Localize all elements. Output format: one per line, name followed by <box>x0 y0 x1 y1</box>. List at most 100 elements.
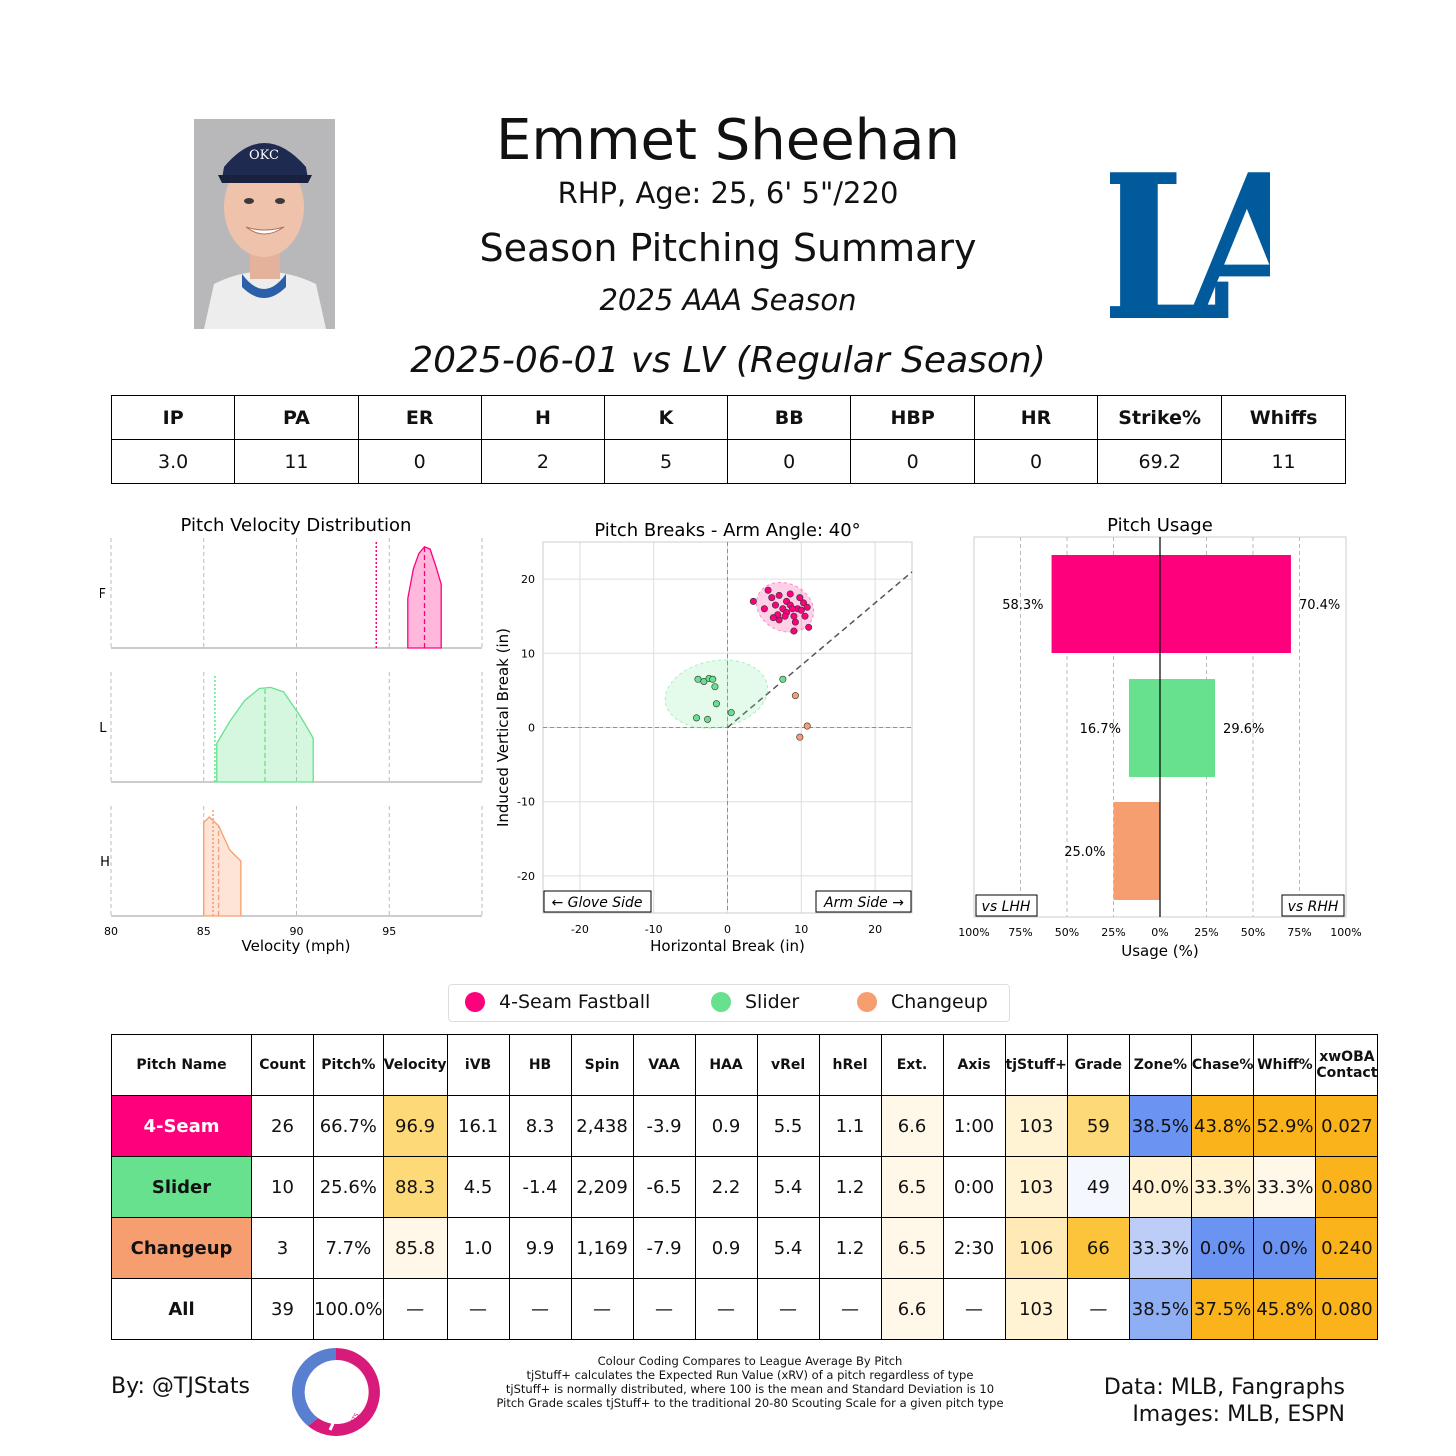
table-header: Grade <box>1066 1034 1130 1096</box>
usage-tick-label: 0% <box>1151 926 1168 939</box>
break-point-ch <box>803 722 811 730</box>
break-point-ff <box>796 594 804 602</box>
table-cell: 0.0% <box>1190 1217 1255 1279</box>
break-point-ff <box>786 590 794 598</box>
break-point-ff <box>805 623 813 631</box>
table-cell: 103 <box>1004 1156 1068 1218</box>
legend-dot-ch <box>857 992 877 1012</box>
break-point-ff <box>800 599 808 607</box>
break-x-tick: 10 <box>794 923 808 936</box>
table-cell: 1.2 <box>818 1217 882 1279</box>
break-point-sl <box>704 715 712 723</box>
break-point-ff <box>803 603 811 611</box>
break-point-ff <box>790 612 798 620</box>
stat-value-ip: 3.0 <box>110 439 236 484</box>
glove-side-label: ← Glove Side <box>551 895 642 911</box>
pitch-name-cell: Slider <box>111 1156 252 1218</box>
table-cell: 37.5% <box>1190 1278 1255 1340</box>
usage-tick-label: 25% <box>1101 926 1125 939</box>
table-cell: — <box>570 1278 634 1340</box>
table-cell: 1,169 <box>570 1217 634 1279</box>
usage-tick-label: 50% <box>1241 926 1265 939</box>
usage-chart-title: Pitch Usage <box>1107 515 1213 536</box>
table-cell: 66.7% <box>313 1095 384 1157</box>
table-row: All 39 100.0% — — — — — — — —6.6—103—38.5% 37.5% 45.… <box>111 1278 1379 1340</box>
game-label: 2025-06-01 vs LV (Regular Season) <box>410 340 1046 381</box>
table-row: Changeup 3 7.7% 85.8 1.0 9.9 1,169 -7.9 0.9 5.4 1.… <box>111 1217 1379 1279</box>
table-header: Chase% <box>1190 1034 1255 1096</box>
usage-bar-lhh-sl <box>1128 679 1160 777</box>
footer-notes: Colour Coding Compares to League Average… <box>470 1354 1030 1410</box>
arm-side-frame <box>815 890 912 913</box>
velocity-tick-label: 80 <box>104 925 118 938</box>
legend-label-sl: Slider <box>745 991 800 1013</box>
pitch-usage-chart: Pitch Usage 100% 75% 50% 25% 0% 25% 50% 75% 100% 5… <box>958 515 1361 960</box>
table-cell: 1.0 <box>446 1217 510 1279</box>
table-cell: 33.3% <box>1190 1156 1255 1218</box>
table-cell: 103 <box>1004 1278 1068 1340</box>
season-label: 2025 AAA Season <box>599 283 857 317</box>
break-xlabel: Horizontal Break (in) <box>650 937 805 955</box>
velocity-density-ch <box>203 816 242 917</box>
note-line: Colour Coding Compares to League Average… <box>597 1354 903 1368</box>
vs-lhh-label: vs LHH <box>982 899 1031 915</box>
table-cell: 85.8 <box>382 1217 448 1279</box>
usage-value-rhh-sl: 29.6% <box>1223 722 1264 737</box>
usage-bar-rhh-sl <box>1160 679 1216 777</box>
table-cell: — <box>756 1278 820 1340</box>
table-cell: — <box>382 1278 448 1340</box>
table-header: Spin <box>570 1034 634 1096</box>
stat-header-bb: BB <box>727 395 852 440</box>
usage-bar-lhh-ff <box>1051 555 1160 653</box>
table-cell: 26 <box>251 1095 314 1157</box>
velocity-xlabel: Velocity (mph) <box>242 937 351 955</box>
break-y-tick: 20 <box>521 573 535 586</box>
break-point-ff <box>775 591 783 599</box>
break-x-tick: -20 <box>571 923 589 936</box>
table-row: Slider 10 25.6% 88.3 4.5 -1.4 2,209 -6.5 2.2 5.4 1… <box>111 1156 1379 1218</box>
table-cell: 96.9 <box>382 1095 448 1157</box>
stat-value-er: 0 <box>357 439 482 484</box>
usage-value-lhh-ff: 58.3% <box>1002 598 1043 613</box>
table-cell: 5.4 <box>756 1217 820 1279</box>
glove-side-box: ← Glove Side <box>543 890 652 913</box>
stat-header-ip: IP <box>110 395 236 440</box>
table-header: HAA <box>694 1034 758 1096</box>
pitch-name-cell: Changeup <box>111 1217 252 1279</box>
table-cell: 7.7% <box>313 1217 384 1279</box>
stat-value-hr: 0 <box>973 439 1099 484</box>
break-point-sl <box>727 709 735 717</box>
table-cell: 66 <box>1066 1217 1130 1279</box>
break-point-ff <box>781 612 789 620</box>
break-point-ff <box>760 605 768 613</box>
velocity-row-label: FF <box>100 587 106 602</box>
break-point-ff <box>749 597 757 605</box>
table-header: Ext. <box>880 1034 944 1096</box>
table-header: Pitch Name <box>111 1034 252 1096</box>
pitch-legend: 4-Seam Fastball Slider Changeup <box>448 984 1010 1022</box>
note-line: tjStuff+ is normally distributed, where … <box>505 1382 995 1396</box>
tjstats-logo: STATS <box>288 1344 384 1440</box>
legend-dot-ff <box>465 992 485 1012</box>
table-cell: 2,438 <box>570 1095 634 1157</box>
player-bio: RHP, Age: 25, 6' 5"/220 <box>557 176 899 210</box>
velocity-row-label: CH <box>100 855 110 870</box>
table-cell: — <box>446 1278 510 1340</box>
arm-side-box: Arm Side → <box>815 890 912 913</box>
break-point-ch <box>796 733 804 741</box>
player-name: Emmet Sheehan <box>496 108 960 173</box>
stat-header-pa: PA <box>234 395 359 440</box>
stat-value-k: 5 <box>603 439 729 484</box>
table-cell: 6.6 <box>880 1095 944 1157</box>
table-cell: 59 <box>1066 1095 1130 1157</box>
break-point-sl <box>712 700 720 708</box>
table-cell: -6.5 <box>632 1156 696 1218</box>
pitch-break-chart: Pitch Breaks - Arm Angle: 40° -20 -10 0 10 20… <box>494 520 913 955</box>
table-cell: 43.8% <box>1190 1095 1255 1157</box>
legend-dot-sl <box>711 992 731 1012</box>
table-cell: 38.5% <box>1128 1095 1192 1157</box>
table-cell: 4.5 <box>446 1156 510 1218</box>
table-cell: 2,209 <box>570 1156 634 1218</box>
glove-side-frame <box>543 890 652 913</box>
break-chart-title: Pitch Breaks - Arm Angle: 40° <box>594 520 860 541</box>
